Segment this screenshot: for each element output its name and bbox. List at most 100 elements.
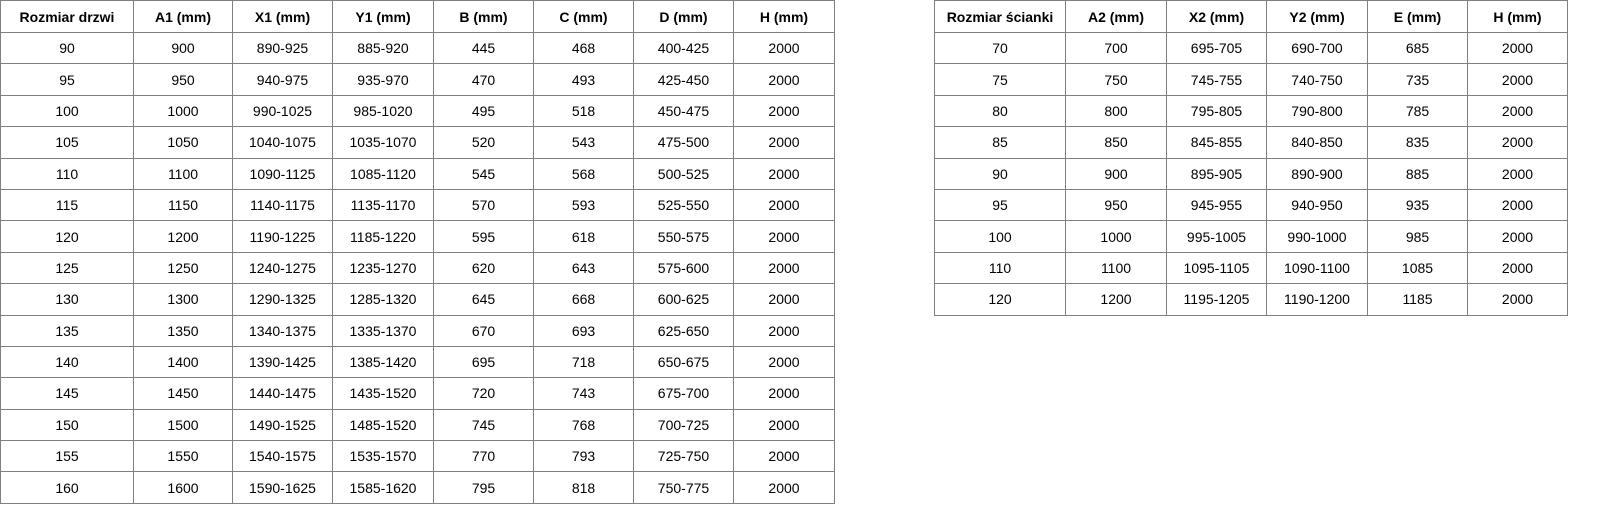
table-row: 145 1450 1440-1475 1435-1520 720 743 675-700 20… [0,377,835,410]
table-cell: 1000 [1065,220,1167,253]
table-cell: 818 [533,471,634,504]
column-header: D (mm) [633,0,734,33]
table-cell: 125 [0,251,134,285]
table-cell: 1100 [1065,251,1167,285]
column-header: A2 (mm) [1065,0,1167,33]
table-cell: 693 [533,314,634,347]
table-row: 130 1300 1290-1325 1285-1320 645 668 600-625 20… [0,283,835,316]
door-dimensions-table: Rozmiar drzwi A1 (mm) X1 (mm) Y1 (mm) B (mm)… [0,0,835,504]
table-cell: 568 [533,157,634,190]
table-row: 90 900 895-905 890-900 885 2000 [934,157,1568,190]
table-cell: 1200 [1065,283,1167,316]
table-cell: 1490-1525 [232,408,333,442]
table-cell: 1190-1200 [1266,283,1368,316]
table-cell: 700-725 [633,408,734,442]
header-row: Rozmiar ścianki A2 (mm) X2 (mm) Y2 (mm) E (m… [934,0,1568,33]
table-cell: 935-970 [332,63,434,96]
table-cell: 160 [0,471,134,504]
table-cell: 2000 [733,377,835,410]
table-cell: 900 [1065,157,1167,190]
table-cell: 1340-1375 [232,314,333,347]
table-cell: 840-850 [1266,126,1368,159]
table-cell: 1090-1125 [232,157,333,190]
table-cell: 785 [1367,94,1468,128]
table-cell: 618 [533,220,634,253]
table-cell: 2000 [733,94,835,128]
table-cell: 1085 [1367,251,1468,285]
table-cell: 2000 [733,31,835,65]
table-row: 100 1000 990-1025 985-1020 495 518 450-475 2000 [0,94,835,128]
table-cell: 600-625 [633,283,734,316]
table-cell: 990-1025 [232,94,333,128]
table-cell: 1140-1175 [232,188,333,222]
column-header: B (mm) [433,0,534,33]
table-cell: 495 [433,94,534,128]
table-cell: 645 [433,283,534,316]
table-cell: 493 [533,63,634,96]
table-cell: 900 [133,31,233,65]
table-cell: 745-755 [1166,63,1267,96]
table-row: 120 1200 1190-1225 1185-1220 595 618 550-575 20… [0,220,835,253]
table-cell: 695-705 [1166,31,1267,65]
table-cell: 1285-1320 [332,283,434,316]
table-cell: 643 [533,251,634,285]
table-cell: 668 [533,283,634,316]
table-row: 140 1400 1390-1425 1385-1420 695 718 650-675 20… [0,345,835,379]
table-cell: 695 [433,345,534,379]
column-header: E (mm) [1367,0,1468,33]
table-cell: 2000 [1467,31,1568,65]
table-cell: 945-955 [1166,188,1267,222]
table-cell: 475-500 [633,126,734,159]
table-cell: 1090-1100 [1266,251,1368,285]
table-cell: 2000 [1467,126,1568,159]
table-cell: 110 [934,251,1066,285]
table-cell: 985-1020 [332,94,434,128]
table-cell: 445 [433,31,534,65]
table-cell: 145 [0,377,134,410]
table-cell: 155 [0,440,134,473]
table-cell: 1195-1205 [1166,283,1267,316]
table-row: 90 900 890-925 885-920 445 468 400-425 2000 [0,31,835,65]
table-cell: 95 [0,63,134,96]
column-header: H (mm) [1467,0,1568,33]
table-cell: 115 [0,188,134,222]
table-cell: 468 [533,31,634,65]
table-cell: 470 [433,63,534,96]
table-cell: 2000 [733,283,835,316]
table-cell: 85 [934,126,1066,159]
table-cell: 940-975 [232,63,333,96]
table-cell: 2000 [1467,157,1568,190]
table-cell: 845-855 [1166,126,1267,159]
table-row: 160 1600 1590-1625 1585-1620 795 818 750-775 20… [0,471,835,504]
table-cell: 950 [1065,188,1167,222]
table-cell: 525-550 [633,188,734,222]
table-row: 75 750 745-755 740-750 735 2000 [934,63,1568,96]
wall-dimensions-table: Rozmiar ścianki A2 (mm) X2 (mm) Y2 (mm) E (m… [934,0,1568,316]
table-cell: 1390-1425 [232,345,333,379]
table-cell: 895-905 [1166,157,1267,190]
table-cell: 90 [934,157,1066,190]
table-cell: 2000 [733,345,835,379]
table-cell: 75 [934,63,1066,96]
table-cell: 1135-1170 [332,188,434,222]
table-cell: 2000 [1467,94,1568,128]
table-cell: 1600 [133,471,233,504]
table-cell: 500-525 [633,157,734,190]
table-cell: 1440-1475 [232,377,333,410]
column-header: Y2 (mm) [1266,0,1368,33]
table-cell: 2000 [733,471,835,504]
table-cell: 625-650 [633,314,734,347]
table-cell: 743 [533,377,634,410]
table-cell: 675-700 [633,377,734,410]
table-cell: 2000 [733,408,835,442]
table-cell: 685 [1367,31,1468,65]
table-cell: 120 [0,220,134,253]
table-cell: 80 [934,94,1066,128]
table-cell: 575-600 [633,251,734,285]
table-cell: 2000 [733,251,835,285]
table-cell: 620 [433,251,534,285]
table-cell: 1150 [133,188,233,222]
table-cell: 1590-1625 [232,471,333,504]
table-cell: 670 [433,314,534,347]
table-row: 100 1000 995-1005 990-1000 985 2000 [934,220,1568,253]
